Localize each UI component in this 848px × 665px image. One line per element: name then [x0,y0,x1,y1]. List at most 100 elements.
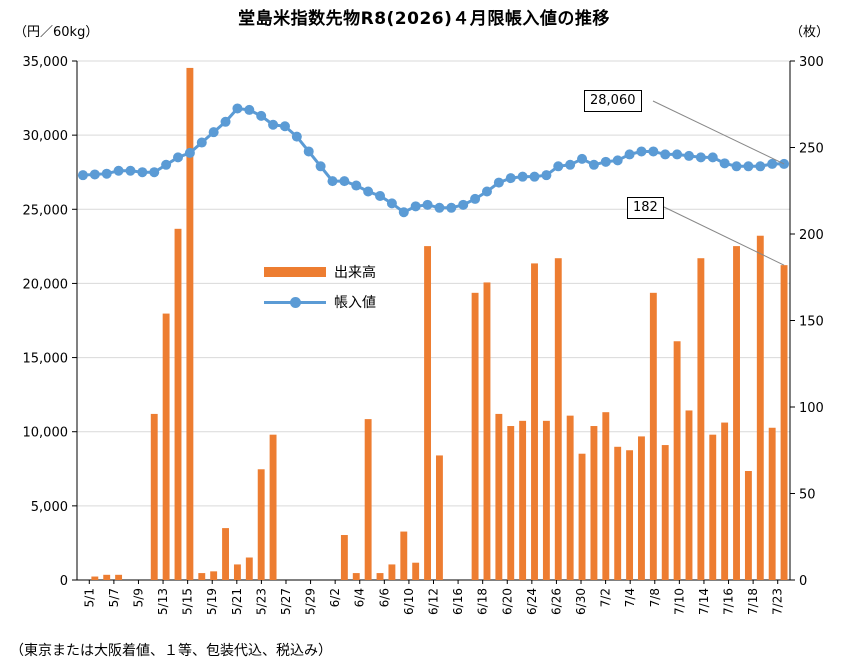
price-point [232,103,243,114]
x-tick-label: 7/23 [771,588,785,615]
volume-bar [115,574,123,580]
price-point [719,158,730,169]
price-point [327,176,338,187]
volume-bar [649,292,657,580]
price-point [588,159,599,170]
price-point [481,186,492,197]
legend-item-volume: 出来高 [264,257,376,287]
volume-bar [424,246,432,581]
x-tick-label: 6/24 [525,588,539,615]
price-point [648,146,659,157]
x-tick-label: 6/30 [574,588,588,615]
footnote: （東京または大阪着値、１等、包装代込、税込み） [10,643,332,659]
price-point [565,159,576,170]
price-point [612,155,623,166]
x-tick-label: 6/4 [353,588,367,607]
volume-bar [709,434,717,580]
volume-bar [483,282,491,580]
price-point [137,167,148,178]
volume-bar [162,313,170,580]
volume-bar [685,410,693,580]
legend-label-price: 帳入値 [334,295,376,311]
volume-bar [198,573,206,580]
volume-bar [590,426,598,580]
price-point [161,159,172,170]
price-point [268,119,279,130]
price-point [351,180,362,191]
volume-bar [566,415,574,580]
price-point [386,198,397,209]
price-point [410,201,421,212]
volume-bar [269,434,277,580]
x-tick-label: 5/19 [205,588,219,615]
right-tick-label: 100 [799,401,824,416]
volume-bar [103,574,111,580]
volume-bar [507,426,515,580]
legend-swatch-line [264,294,326,310]
left-axis-unit: （円／60kg） [14,25,99,40]
volume-bar [364,419,372,580]
callout-leader-price [652,100,785,165]
volume-bar [756,235,764,581]
price-point [695,152,706,163]
x-tick-label: 7/8 [648,588,662,607]
right-tick-label: 0 [799,574,807,589]
chart-title: 堂島米指数先物R8(2026)４月限帳入値の推移 [238,9,610,29]
volume-bar [210,571,218,580]
volume-bar [352,573,360,580]
volume-bar [150,413,158,580]
price-point [731,161,742,172]
x-tick-label: 5/13 [156,588,170,615]
price-point [303,146,314,157]
x-tick-label: 5/29 [304,588,318,615]
price-point [279,121,290,132]
right-tick-label: 150 [799,315,824,330]
price-point [184,147,195,158]
volume-bar [733,246,740,581]
price-point [244,104,255,115]
left-tick-label: 35,000 [23,55,69,70]
volume-bar [186,67,194,581]
right-axis-unit: （枚） [790,25,830,40]
x-tick-label: 7/4 [623,588,637,607]
x-tick-label: 6/6 [377,588,391,607]
volume-bar [400,531,408,580]
price-point [446,202,457,213]
volume-bar [661,445,669,580]
volume-bar [578,453,586,580]
price-point [291,131,302,142]
left-tick-label: 25,000 [23,203,69,218]
volume-bar [519,420,527,580]
price-point [624,149,635,160]
volume-bar [768,427,776,580]
price-point [398,207,409,218]
x-tick-label: 6/18 [476,588,490,615]
callout-volume-last: 182 [627,197,664,219]
callout-price-last: 28,060 [584,90,642,112]
x-tick-label: 5/15 [181,588,195,615]
x-tick-label: 7/16 [722,588,736,615]
volume-bar [531,263,538,580]
x-tick-label: 6/26 [549,588,563,615]
price-point [375,190,386,201]
price-point [767,158,778,169]
price-point [755,161,766,172]
price-point [660,149,671,160]
volume-bar [376,573,384,580]
price-point [541,170,552,181]
price-point [683,150,694,161]
left-tick-label: 15,000 [23,352,69,367]
volume-bar [91,576,99,580]
volume-bar [721,422,729,580]
x-tick-label: 5/1 [82,588,96,607]
volume-bar [626,450,634,580]
volume-bar [245,557,253,580]
price-point [529,171,540,182]
volume-bar [638,436,645,580]
legend-swatch-bar [264,264,326,280]
legend: 出来高 帳入値 [264,257,376,317]
x-tick-label: 7/10 [672,588,686,615]
price-point [422,199,433,210]
left-tick-label: 5,000 [31,500,68,515]
price-point [220,116,231,127]
